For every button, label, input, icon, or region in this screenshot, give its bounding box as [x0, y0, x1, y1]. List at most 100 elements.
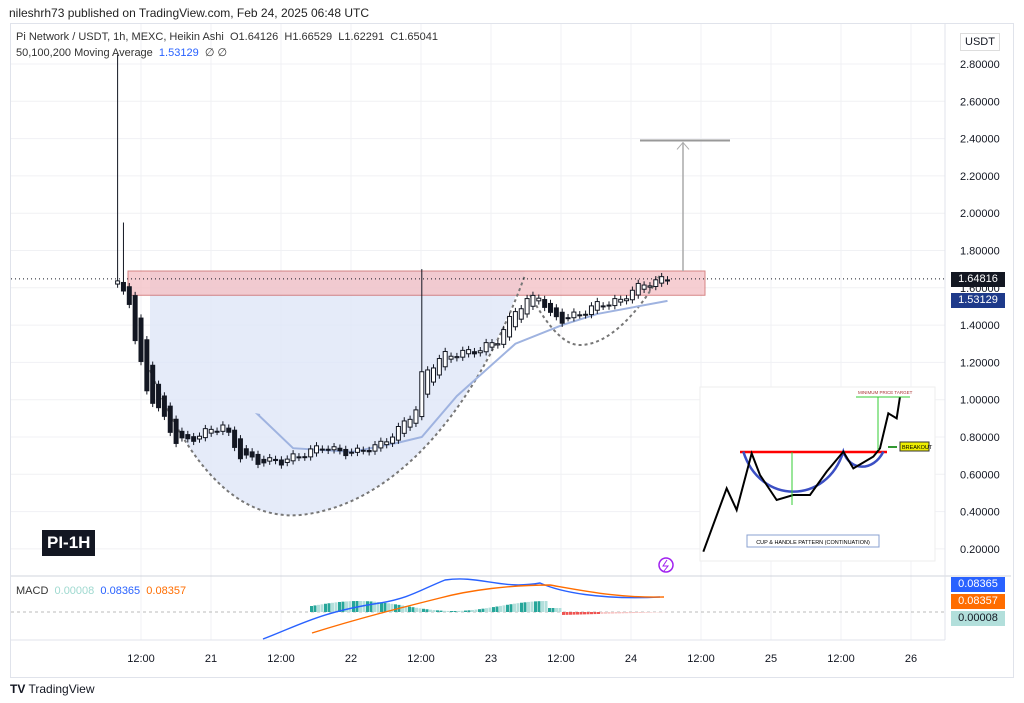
macd-histogram-bar	[576, 612, 579, 615]
x-tick-label: 12:00	[547, 653, 575, 665]
x-tick-label: 12:00	[407, 653, 435, 665]
lightning-icon	[658, 557, 674, 573]
candle-body	[454, 356, 460, 359]
macd-histogram-bar	[499, 605, 502, 612]
candle-body	[366, 449, 372, 453]
tradingview-logo[interactable]: TV TradingView	[10, 682, 95, 696]
candle-body	[372, 444, 378, 452]
macd-histogram-bar	[506, 604, 509, 612]
macd-histogram-bar	[366, 601, 369, 612]
macd-histogram-bar	[621, 612, 625, 614]
macd-histogram-bar	[649, 612, 653, 613]
x-tick-label: 23	[485, 653, 497, 665]
macd-histogram-bar	[443, 610, 446, 612]
macd-histogram-bar	[614, 612, 618, 614]
macd-histogram-bar	[639, 612, 642, 613]
y-tick-label: 2.80000	[960, 59, 1000, 71]
candle-body	[477, 350, 483, 354]
y-tick-label: 0.40000	[960, 507, 1000, 519]
candle-body	[583, 313, 589, 316]
candle-body	[407, 418, 413, 428]
candle-body	[571, 311, 577, 319]
macd-histogram-bar	[369, 601, 373, 612]
candle-body	[243, 448, 249, 456]
candle-body	[536, 297, 542, 302]
candle-body	[594, 301, 600, 311]
macd-histogram-bar	[492, 607, 495, 612]
candle-body	[378, 440, 384, 449]
macd-histogram-bar	[394, 604, 397, 612]
macd-histogram-bar	[415, 607, 418, 612]
candle-body	[524, 298, 530, 315]
macd-histogram-bar	[362, 601, 366, 612]
y-tick-label: 2.60000	[960, 96, 1000, 108]
target-arrow-icon	[676, 141, 690, 150]
candle-body	[191, 436, 197, 442]
currency-selector[interactable]: USDT	[960, 33, 1000, 51]
macd-histogram-bar	[373, 601, 376, 612]
macd-histogram-bar	[425, 609, 429, 612]
macd-histogram-bar	[618, 612, 621, 614]
y-tick-label: 0.60000	[960, 469, 1000, 481]
macd-histogram-bar	[572, 612, 576, 615]
macd-value: 0.08365	[100, 585, 141, 597]
candle-body	[308, 448, 314, 458]
macd-histogram-bar	[334, 602, 338, 612]
candle-body	[202, 428, 208, 439]
candle-body	[507, 316, 513, 338]
ma-extra: ∅ ∅	[204, 47, 228, 59]
candle-body	[255, 453, 261, 465]
macd-histogram-bar	[611, 612, 614, 614]
macd-histogram-bar	[450, 610, 453, 612]
macd-histogram-bar	[590, 612, 593, 615]
candle-body	[501, 329, 507, 345]
candle-body	[460, 349, 466, 358]
inset-breakout-label: BREAKOUT	[902, 445, 933, 451]
candle-body	[120, 281, 126, 292]
candle-body	[337, 447, 343, 452]
cup-handle-reference-inset	[699, 386, 936, 562]
macd-histogram-bar	[338, 601, 341, 612]
candle-body	[548, 302, 553, 313]
macd-histogram-bar	[583, 612, 586, 615]
candle-body	[600, 305, 606, 308]
candle-body	[629, 289, 635, 301]
ma-value: 1.53129	[158, 47, 199, 59]
macd-histogram-bar	[597, 612, 600, 614]
macd-histogram-bar	[474, 609, 478, 612]
macd-histogram-bar	[642, 612, 646, 613]
candle-body	[431, 367, 436, 383]
y-tick-label: 2.00000	[960, 208, 1000, 220]
candle-body	[489, 342, 495, 348]
macd-histogram-bar	[635, 612, 639, 613]
inset-breakout-box	[899, 441, 930, 452]
candle-body	[185, 434, 191, 440]
candle-body	[384, 441, 390, 446]
candle-body	[395, 426, 401, 441]
candle-body	[290, 453, 296, 462]
low-value: L1.62291	[338, 31, 385, 43]
candle-body	[150, 364, 156, 404]
macd-label[interactable]: MACD	[16, 585, 49, 597]
ma-label[interactable]: 50,100,200 Moving Average	[16, 47, 153, 59]
x-tick-label: 24	[625, 653, 637, 665]
candle-body	[565, 317, 571, 320]
candle-body	[156, 383, 162, 409]
macd-histogram-bar	[436, 610, 439, 612]
candle-body	[425, 369, 431, 395]
signal-tag: 0.08357	[951, 594, 1005, 609]
macd-histogram-bar	[579, 612, 583, 615]
macd-histogram-bar	[527, 601, 530, 612]
macd-hist-value: 0.00008	[54, 585, 95, 597]
candle-body	[214, 430, 220, 433]
x-tick-label: 12:00	[827, 653, 855, 665]
macd-histogram-bar	[376, 602, 380, 612]
candle-body	[495, 343, 501, 346]
x-tick-label: 12:00	[267, 653, 295, 665]
macd-histogram-bar	[544, 601, 548, 612]
macd-histogram-bar	[453, 610, 457, 612]
symbol-title[interactable]: Pi Network / USDT, 1h, MEXC, Heikin Ashi	[16, 31, 224, 43]
macd-histogram-bar	[345, 601, 348, 612]
candle-body	[606, 304, 612, 307]
